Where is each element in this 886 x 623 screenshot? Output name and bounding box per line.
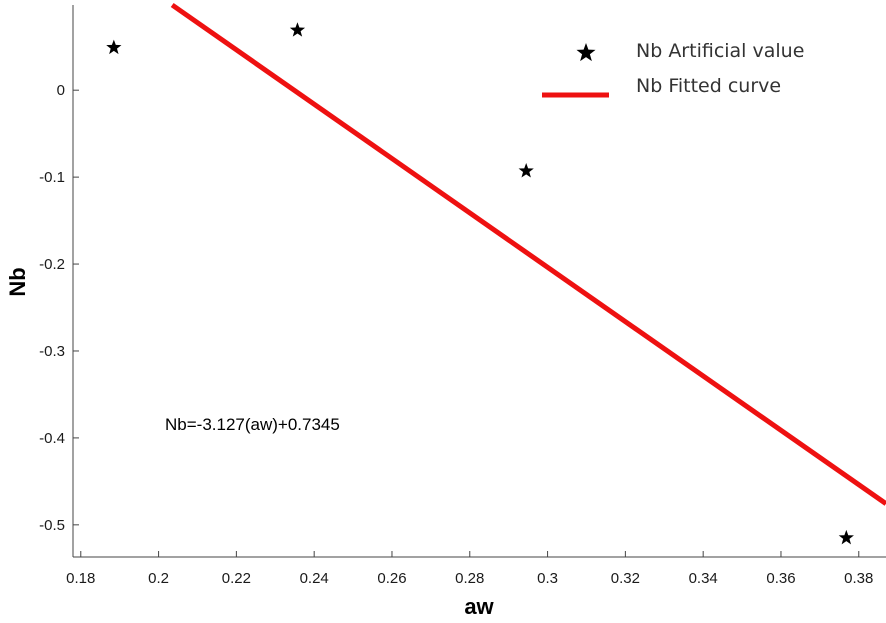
x-tick-label: 0.2 <box>148 570 169 587</box>
legend-star-shape <box>576 43 596 62</box>
fit-equation-annotation: Nb=-3.127(aw)+0.7345 <box>165 415 340 434</box>
y-tick-label: -0.2 <box>39 256 65 273</box>
x-tick-label: 0.26 <box>377 570 406 587</box>
y-axis-title: Nb <box>5 267 30 296</box>
fitted-curve-line <box>170 2 886 506</box>
data-point-star <box>518 163 534 178</box>
x-tick-label: 0.38 <box>844 570 873 587</box>
data-point-star <box>838 529 854 545</box>
y-tick-label: -0.4 <box>39 430 65 447</box>
plot-area <box>106 2 886 545</box>
legend-label-artificial: Nb Artificial value <box>636 40 804 62</box>
legend-star-icon <box>576 43 596 62</box>
x-axis-title: aw <box>464 594 494 619</box>
x-tick-label: 0.22 <box>222 570 251 587</box>
legend: Nb Artificial value Nb Fitted curve <box>542 40 804 98</box>
y-tick-label: -0.1 <box>39 169 65 186</box>
y-tick-label: 0 <box>57 82 65 99</box>
ticks: 0.18 0.2 0.22 0.24 0.26 0.28 0.3 0.32 0.34 0.36 0.… <box>39 82 873 587</box>
legend-label-fitted: Nb Fitted curve <box>636 75 781 97</box>
data-point-star <box>289 22 306 37</box>
y-tick-label: -0.3 <box>39 343 65 360</box>
x-tick-label: 0.36 <box>766 570 795 587</box>
axes <box>72 5 886 558</box>
y-tick-label: -0.5 <box>39 517 65 534</box>
x-tick-label: 0.3 <box>537 570 558 587</box>
data-point-star <box>106 39 122 55</box>
x-tick-label: 0.24 <box>300 570 329 587</box>
x-tick-label: 0.34 <box>689 570 718 587</box>
x-tick-label: 0.18 <box>66 570 95 587</box>
x-tick-label: 0.28 <box>455 570 484 587</box>
x-tick-label: 0.32 <box>611 570 640 587</box>
